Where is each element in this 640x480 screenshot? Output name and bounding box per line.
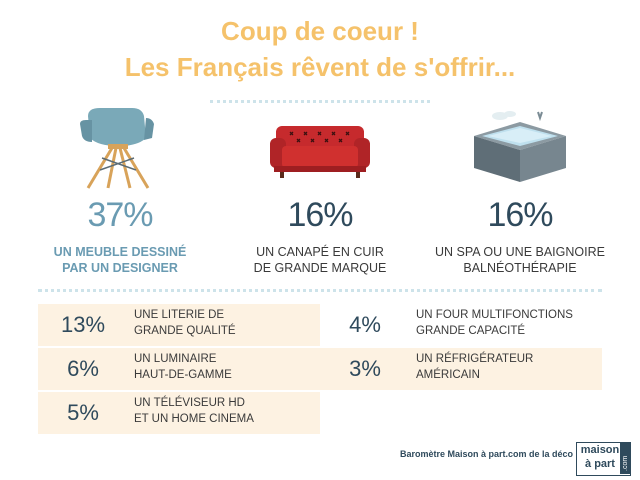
table-row: 3% UN RÉFRIGÉRATEUR AMÉRICAIN bbox=[320, 348, 602, 390]
row-label: UN LUMINAIRE HAUT-DE-GAMME bbox=[134, 351, 232, 383]
row-label-line-2: HAUT-DE-GAMME bbox=[134, 369, 232, 381]
top-item-2-value: 16% bbox=[287, 196, 353, 234]
top-item-3-label-line-1: UN SPA OU UNE BAIGNOIRE bbox=[435, 245, 605, 259]
row-label-line-1: UN RÉFRIGÉRATEUR bbox=[416, 353, 534, 365]
logo-text: maison à part bbox=[579, 443, 621, 471]
logo-domain: .com bbox=[622, 456, 629, 471]
top-item-1-label-line-1: UN MEUBLE DESSINÉ bbox=[53, 245, 187, 259]
top-item-3-value: 16% bbox=[487, 196, 553, 234]
row-value: 6% bbox=[67, 356, 99, 381]
top-item-3-label-line-2: BALNÉOTHÉRAPIE bbox=[463, 261, 577, 275]
title-line-1: Coup de coeur ! bbox=[221, 16, 419, 46]
red-sofa-icon bbox=[270, 126, 370, 178]
row-label-line-2: GRANDE CAPACITÉ bbox=[416, 325, 526, 337]
spa-tub-icon bbox=[474, 111, 566, 182]
logo-line-2: à part bbox=[585, 458, 615, 470]
row-value: 3% bbox=[349, 356, 381, 381]
row-label: UNE LITERIE DE GRANDE QUALITÉ bbox=[134, 307, 236, 339]
row-value: 13% bbox=[60, 312, 106, 337]
row-label-line-1: UN LUMINAIRE bbox=[134, 353, 217, 365]
table-row: 4% UN FOUR MULTIFONCTIONS GRANDE CAPACIT… bbox=[320, 304, 602, 346]
row-label: UN FOUR MULTIFONCTIONS GRANDE CAPACITÉ bbox=[416, 307, 573, 339]
middle-divider bbox=[38, 289, 602, 292]
row-label-line-1: UNE LITERIE DE bbox=[134, 309, 225, 321]
brand-logo: maison à part .com bbox=[576, 442, 631, 476]
row-value: 5% bbox=[67, 400, 99, 425]
top-item-2-label-line-1: UN CANAPÉ EN CUIR bbox=[256, 245, 384, 259]
row-label-line-1: UN TÉLÉVISEUR HD bbox=[134, 397, 245, 409]
source-note: Baromètre Maison à part.com de la déco bbox=[400, 449, 574, 459]
top-divider bbox=[210, 100, 430, 103]
top-item-2-label-line-2: DE GRANDE MARQUE bbox=[253, 261, 387, 275]
row-value: 4% bbox=[349, 312, 381, 337]
table-row: 13% UNE LITERIE DE GRANDE QUALITÉ bbox=[38, 304, 320, 346]
designer-chair-icon bbox=[80, 108, 154, 189]
row-label-line-2: AMÉRICAIN bbox=[416, 369, 480, 381]
logo-domain-band: .com bbox=[620, 443, 630, 474]
row-label-line-2: ET UN HOME CINEMA bbox=[134, 413, 254, 425]
table-row: 5% UN TÉLÉVISEUR HD ET UN HOME CINEMA bbox=[38, 392, 320, 434]
top-item-1-value: 37% bbox=[87, 196, 153, 234]
row-label: UN RÉFRIGÉRATEUR AMÉRICAIN bbox=[416, 351, 533, 383]
logo-line-1: maison bbox=[580, 444, 620, 456]
table-row: 6% UN LUMINAIRE HAUT-DE-GAMME bbox=[38, 348, 320, 390]
row-label-line-2: GRANDE QUALITÉ bbox=[134, 325, 236, 337]
title-line-2: Les Français rêvent de s'offrir... bbox=[124, 52, 516, 82]
row-label: UN TÉLÉVISEUR HD ET UN HOME CINEMA bbox=[134, 395, 254, 427]
top-item-1-label-line-2: PAR UN DESIGNER bbox=[62, 261, 178, 275]
row-label-line-1: UN FOUR MULTIFONCTIONS bbox=[416, 309, 573, 321]
